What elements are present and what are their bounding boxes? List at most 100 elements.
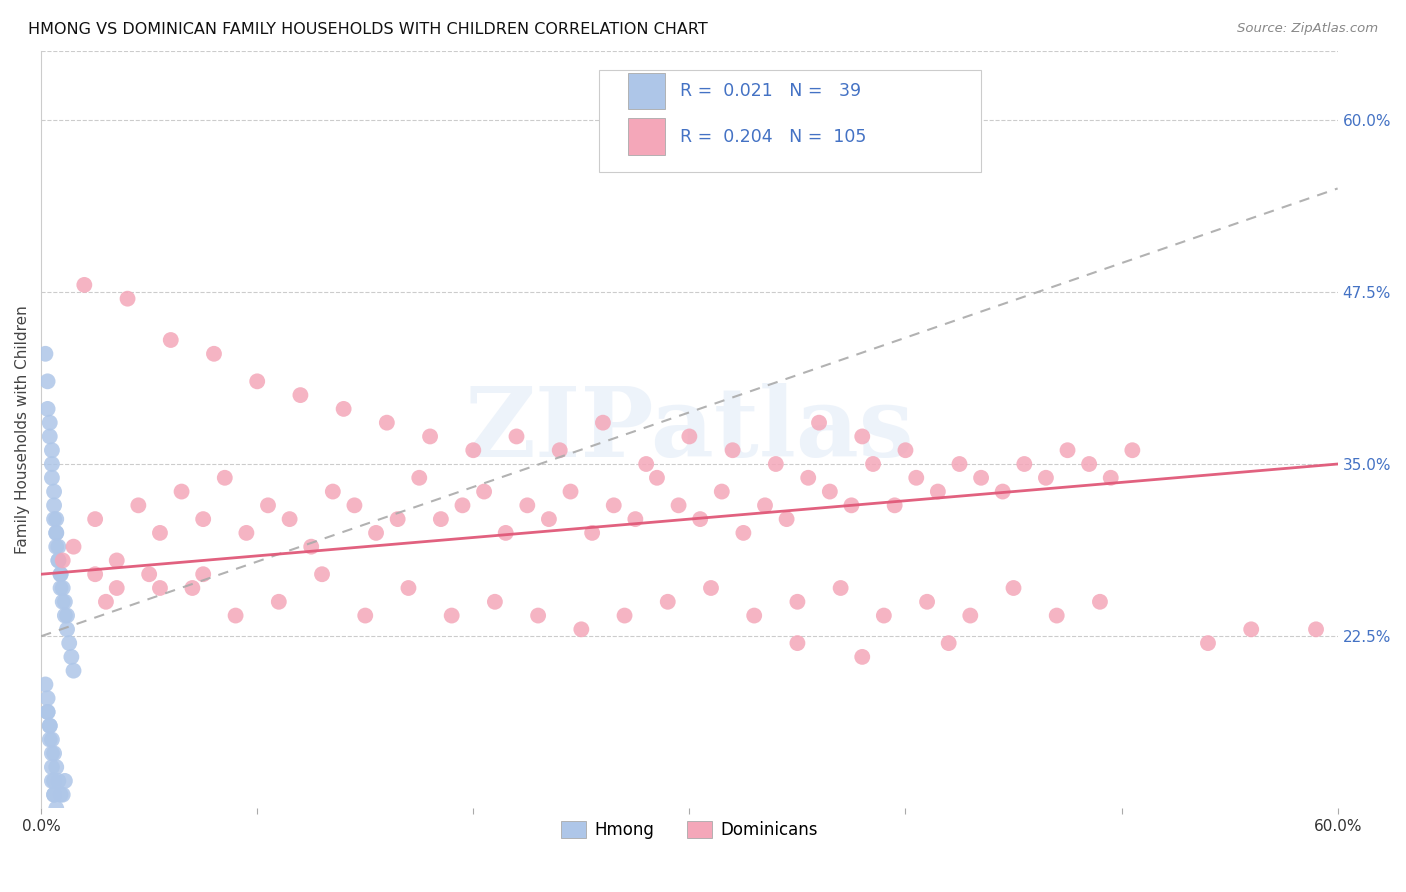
Point [905,471,928,485]
Point [419,429,441,443]
Point [700,581,723,595]
Text: R =  0.021   N =   39: R = 0.021 N = 39 [681,82,862,100]
Point [45,760,67,774]
Point [311,567,333,582]
Point [42,773,65,788]
Point [463,443,485,458]
Point [42,512,65,526]
Point [246,375,269,389]
Point [505,429,527,443]
Point [915,595,938,609]
Point [613,608,636,623]
Point [62,540,84,554]
Point [527,608,550,623]
Point [1035,471,1057,485]
Point [34,347,56,361]
Point [808,416,831,430]
Point [786,112,808,127]
Point [37,375,59,389]
Point [765,457,787,471]
Point [38,732,60,747]
Point [818,484,841,499]
FancyBboxPatch shape [628,73,665,110]
Point [472,484,495,499]
Point [883,499,905,513]
Point [830,581,852,595]
FancyBboxPatch shape [628,119,665,155]
Point [38,719,60,733]
Point [52,788,75,802]
Point [225,608,247,623]
Point [45,512,67,526]
Point [592,416,614,430]
Point [193,567,215,582]
Point [894,443,917,458]
Point [786,636,808,650]
Point [49,788,72,802]
Point [710,484,733,499]
Point [1099,471,1122,485]
Point [53,595,76,609]
Point [290,388,312,402]
Point [235,525,257,540]
Point [181,581,204,595]
Point [873,608,896,623]
Point [105,553,128,567]
Point [37,705,59,719]
Point [38,416,60,430]
Point [657,595,679,609]
Point [375,416,398,430]
Point [42,499,65,513]
Point [484,595,506,609]
Point [775,512,797,526]
Point [94,595,117,609]
Point [786,595,808,609]
Point [959,608,981,623]
Point [52,595,75,609]
Point [49,567,72,582]
Point [48,540,70,554]
Point [754,499,776,513]
Point [52,581,75,595]
Point [851,649,873,664]
Point [42,484,65,499]
Point [41,732,63,747]
Point [938,636,960,650]
Point [408,471,430,485]
Point [569,623,592,637]
Point [537,512,560,526]
Point [45,540,67,554]
Point [1078,457,1101,471]
Point [149,525,172,540]
Point [742,608,765,623]
Point [636,457,658,471]
Point [149,581,172,595]
Point [52,553,75,567]
Point [451,499,474,513]
Point [1197,636,1219,650]
Point [62,664,84,678]
Point [430,512,453,526]
Point [1014,457,1036,471]
Point [53,773,76,788]
Point [267,595,290,609]
Point [49,581,72,595]
Point [278,512,301,526]
Point [1305,623,1327,637]
Point [45,525,67,540]
Point [689,512,711,526]
Point [322,484,344,499]
Point [127,499,149,513]
Point [37,705,59,719]
Point [41,443,63,458]
Point [53,608,76,623]
Point [170,484,193,499]
Point [495,525,517,540]
Point [48,553,70,567]
Point [516,499,538,513]
Point [548,443,571,458]
Point [34,677,56,691]
Text: Source: ZipAtlas.com: Source: ZipAtlas.com [1237,22,1378,36]
Point [38,719,60,733]
Legend: Hmong, Dominicans: Hmong, Dominicans [554,814,825,846]
